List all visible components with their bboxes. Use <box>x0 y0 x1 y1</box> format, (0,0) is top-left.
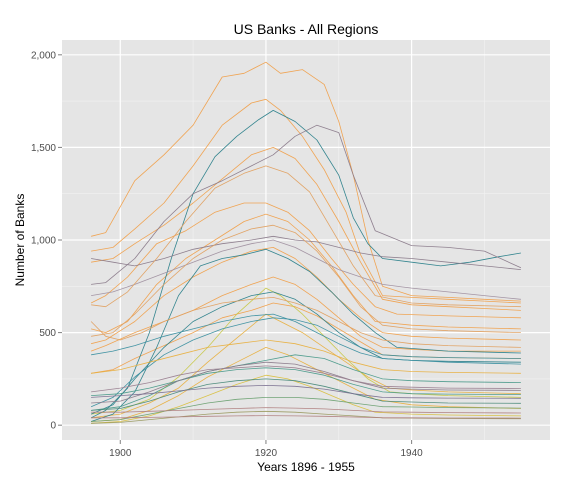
y-tick-label: 0 <box>50 421 56 432</box>
series-line-29 <box>91 407 521 414</box>
series-line-2 <box>91 98 521 304</box>
y-tick-label: 1,000 <box>31 236 56 247</box>
y-tick-label: 2,000 <box>31 50 56 61</box>
series-line-32 <box>91 165 521 308</box>
series-line-27 <box>91 365 521 393</box>
series-line-11 <box>91 374 521 424</box>
series-line-6 <box>91 247 521 345</box>
series-line-19 <box>91 367 521 396</box>
series-line-7 <box>90 276 521 352</box>
series-line-26 <box>91 361 521 404</box>
grid-major <box>62 40 550 440</box>
series-line-1 <box>91 61 521 302</box>
y-axis-title: Number of Banks <box>13 194 27 287</box>
y-axis: 0 500 1,000 1,500 2,000 <box>31 50 62 432</box>
x-tick-label: 1920 <box>255 448 278 459</box>
y-tick-label: 1,500 <box>31 143 56 154</box>
series-line-31 <box>90 297 521 348</box>
series-line-3 <box>91 147 521 311</box>
series-line-17 <box>91 313 521 365</box>
series-line-28 <box>91 385 521 399</box>
series-line-20 <box>91 378 521 411</box>
x-tick-label: 1940 <box>400 448 423 459</box>
series-line-13 <box>90 110 521 419</box>
chart-title: US Banks - All Regions <box>234 21 379 37</box>
series-line-25 <box>91 239 521 300</box>
x-tick-label: 1900 <box>109 448 132 459</box>
x-axis-title: Years 1896 - 1955 <box>257 460 355 474</box>
series-line-33 <box>91 224 521 337</box>
series-line-23 <box>91 124 522 285</box>
series-line-5 <box>91 213 521 333</box>
series-line-10 <box>91 347 521 422</box>
series-line-21 <box>91 397 521 422</box>
series-line-30 <box>91 415 521 419</box>
series-line-16 <box>90 317 521 408</box>
x-axis: 1900 1920 1940 <box>109 440 423 459</box>
series-line-4 <box>90 202 521 319</box>
series-line-34 <box>91 339 521 374</box>
series-layer <box>90 61 522 424</box>
y-tick-label: 500 <box>39 328 56 339</box>
